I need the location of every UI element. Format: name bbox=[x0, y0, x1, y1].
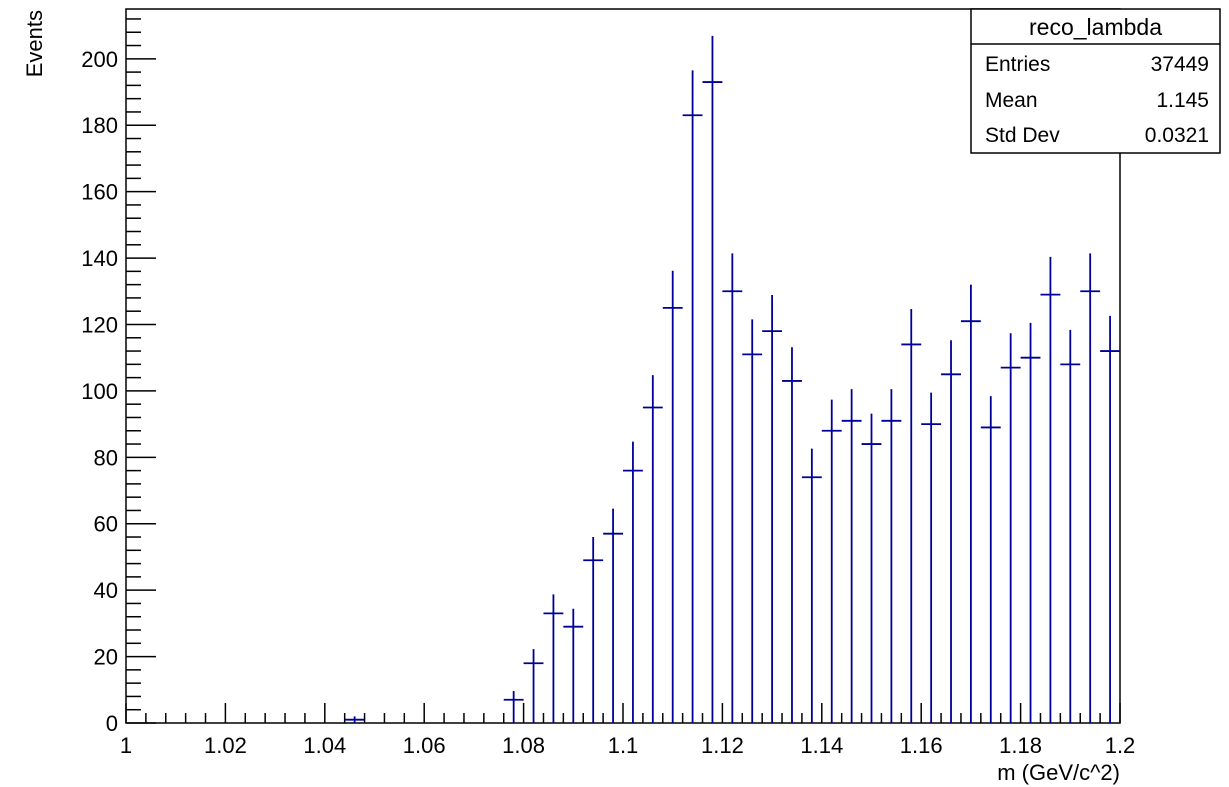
x-tick-label: 1.08 bbox=[502, 733, 545, 758]
data-point bbox=[543, 594, 564, 723]
data-point bbox=[603, 508, 623, 723]
stats-box-border bbox=[970, 8, 1221, 154]
stats-stddev-label: Std Dev bbox=[985, 124, 1060, 147]
data-point bbox=[821, 399, 842, 723]
data-point bbox=[861, 413, 882, 723]
stats-entries-value: 37449 bbox=[1151, 53, 1209, 76]
data-point bbox=[1040, 256, 1061, 723]
data-point bbox=[1100, 315, 1120, 723]
data-point bbox=[1080, 253, 1101, 723]
data-point bbox=[921, 392, 942, 723]
data-point bbox=[583, 537, 604, 723]
x-tick-label: 1.1 bbox=[608, 733, 639, 758]
x-tick-label: 1.14 bbox=[800, 733, 843, 758]
y-tick-label: 200 bbox=[81, 47, 118, 72]
data-point bbox=[523, 649, 544, 723]
x-axis: 1 1.02 1.04 1.06 1.08 1.1 1.12 1.14 1.16 1.18 1.2 bbox=[120, 703, 1135, 758]
y-tick-label: 120 bbox=[81, 312, 118, 337]
x-tick-label: 1.16 bbox=[900, 733, 943, 758]
y-tick-label: 40 bbox=[94, 578, 118, 603]
x-tick-label: 1.02 bbox=[204, 733, 247, 758]
x-axis-title: m (GeV/c^2) bbox=[997, 760, 1120, 785]
data-point bbox=[960, 284, 981, 723]
x-tick-label: 1.06 bbox=[403, 733, 446, 758]
data-point bbox=[1020, 322, 1041, 723]
y-tick-label: 60 bbox=[94, 512, 118, 537]
y-axis-title: Events bbox=[22, 10, 47, 77]
x-tick-label: 1.2 bbox=[1105, 733, 1136, 758]
stats-mean-label: Mean bbox=[985, 89, 1038, 112]
stats-mean-value: 1.145 bbox=[1156, 89, 1209, 112]
y-tick-label: 140 bbox=[81, 246, 118, 271]
data-point bbox=[722, 253, 743, 723]
data-point bbox=[503, 690, 524, 723]
data-point bbox=[742, 319, 763, 723]
data-point bbox=[563, 608, 584, 723]
x-tick-label: 1.18 bbox=[999, 733, 1042, 758]
stats-box: reco_lambda Entries 37449 Mean 1.145 Std… bbox=[970, 8, 1221, 154]
y-tick-label: 80 bbox=[94, 445, 118, 470]
data-point bbox=[642, 375, 663, 723]
data-point bbox=[901, 308, 922, 723]
data-point bbox=[980, 396, 1001, 723]
data-point bbox=[1060, 329, 1081, 723]
x-tick-label: 1.04 bbox=[303, 733, 346, 758]
data-point bbox=[623, 441, 643, 723]
data-point bbox=[662, 270, 683, 723]
data-point bbox=[762, 295, 783, 723]
y-tick-label: 100 bbox=[81, 379, 118, 404]
y-tick-label: 0 bbox=[106, 711, 118, 736]
stats-entries-label: Entries bbox=[985, 53, 1050, 76]
x-tick-label: 1 bbox=[120, 733, 132, 758]
data-point bbox=[702, 35, 723, 723]
data-point bbox=[782, 347, 802, 723]
stats-box-title: reco_lambda bbox=[1029, 14, 1162, 40]
data-point bbox=[1000, 333, 1021, 723]
data-point bbox=[344, 716, 365, 723]
y-tick-label: 20 bbox=[94, 645, 118, 670]
data-point bbox=[841, 389, 862, 723]
data-points bbox=[344, 35, 1120, 723]
y-tick-label: 160 bbox=[81, 180, 118, 205]
stats-stddev-value: 0.0321 bbox=[1145, 124, 1209, 147]
x-tick-label: 1.12 bbox=[701, 733, 744, 758]
data-point bbox=[941, 340, 961, 723]
data-point bbox=[682, 70, 703, 723]
data-point bbox=[801, 448, 822, 723]
y-axis: 0 20 40 60 80 100 120 140 160 180 200 bbox=[81, 18, 156, 736]
y-tick-label: 180 bbox=[81, 113, 118, 138]
data-point bbox=[881, 389, 902, 723]
